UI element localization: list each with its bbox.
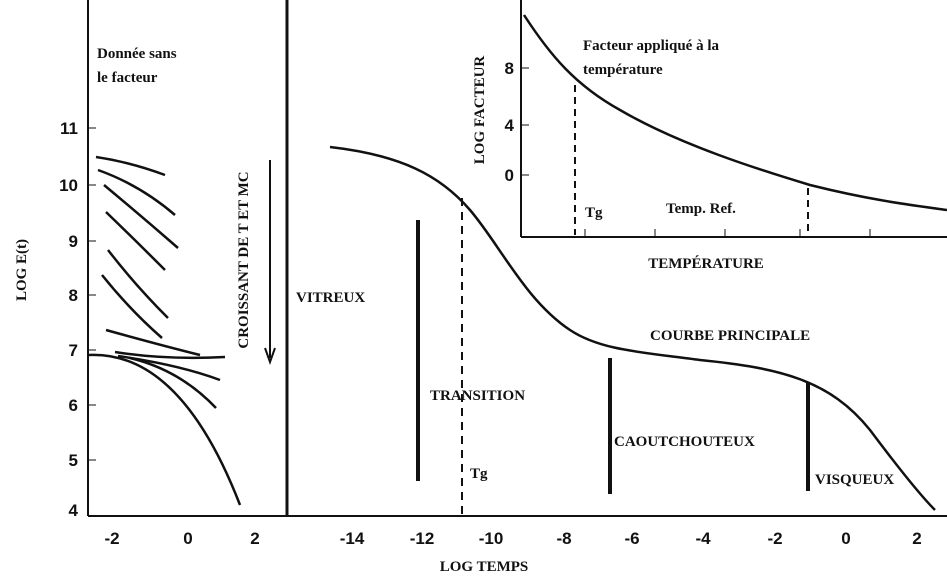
- inset-x-label: TEMPÉRATURE: [648, 255, 764, 272]
- y-tick-label: 8: [69, 286, 78, 305]
- data-curves: [87, 155, 242, 506]
- x-tick-label: -10: [479, 529, 504, 548]
- x-tick-label: -4: [695, 529, 711, 548]
- region-label: CAOUTCHOUTEUX: [614, 434, 755, 450]
- inset-tick-label: 0: [505, 166, 514, 185]
- inset-tick-label: 8: [505, 59, 514, 78]
- inset-tg-label: Tg: [585, 205, 603, 221]
- x-tick-label: -12: [410, 529, 435, 548]
- inset-curve: [522, 14, 947, 212]
- y-tick-label: 7: [69, 341, 78, 360]
- y-ticks: [88, 127, 96, 461]
- x-tick-label: 2: [912, 529, 921, 548]
- region-label: TRANSITION: [430, 388, 525, 404]
- y-tick-label: 10: [59, 176, 78, 195]
- region-label: VITREUX: [296, 290, 365, 306]
- inset-bg: [520, 0, 947, 237]
- inset-y-label: LOG FACTEUR: [472, 56, 488, 165]
- tg-label: Tg: [470, 466, 488, 482]
- y-tick-label: 6: [69, 396, 78, 415]
- x-tick-label: 0: [841, 529, 850, 548]
- panel-title: le facteur: [97, 70, 158, 86]
- y-tick-label: 11: [60, 119, 78, 138]
- y-tick-label: 5: [69, 451, 78, 470]
- region-bars: [416, 220, 810, 494]
- inset-title: température: [583, 62, 663, 78]
- inset-ticks: [521, 67, 871, 237]
- x-tick-label: -2: [104, 529, 119, 548]
- x-axis-label: LOG TEMPS: [440, 559, 529, 575]
- x-tick-label: -14: [340, 529, 365, 548]
- inset-tick-label: 4: [505, 116, 515, 135]
- panel-title: Donnée sans: [97, 46, 177, 62]
- inset-ref-label: Temp. Ref.: [666, 201, 736, 217]
- arrow-head: [264, 347, 276, 365]
- x-tick-label: -2: [767, 529, 782, 548]
- inset-title: Facteur appliqué à la: [583, 38, 719, 54]
- y-axis-label: LOG E(t): [14, 239, 30, 301]
- master-curve: [329, 145, 936, 511]
- region-label: VISQUEUX: [815, 472, 894, 488]
- x-tick-label: 0: [183, 529, 192, 548]
- x-tick-label: 2: [250, 529, 259, 548]
- y-tick-label: 9: [69, 232, 78, 251]
- y-tick-label: 4: [69, 501, 79, 520]
- x-tick-label: -8: [556, 529, 571, 548]
- curve-label: COURBE PRINCIPALE: [650, 328, 810, 344]
- arrow-label: CROISSANT DE T ET MC: [236, 171, 252, 348]
- x-tick-label: -6: [624, 529, 639, 548]
